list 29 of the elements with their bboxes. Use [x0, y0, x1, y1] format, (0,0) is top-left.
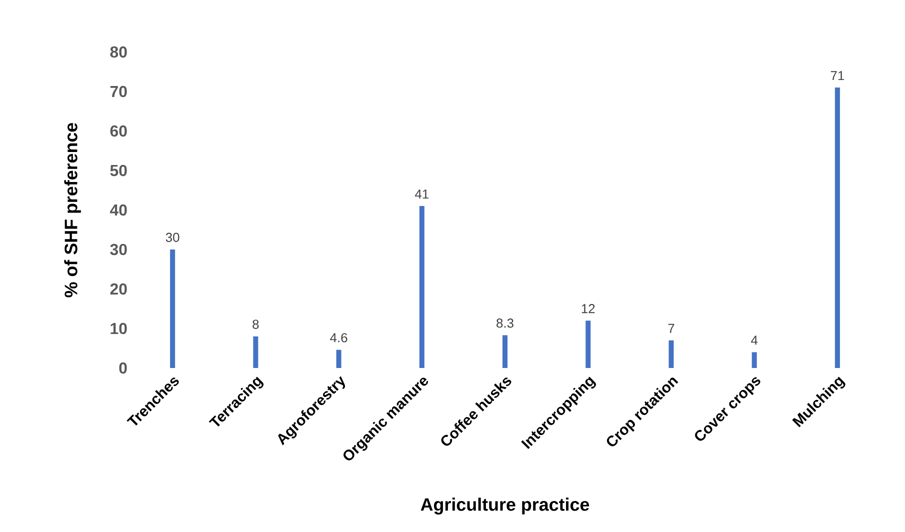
y-tick-label: 50: [110, 164, 127, 176]
y-tick-label: 80: [110, 46, 127, 58]
y-tick-label: 70: [110, 86, 127, 98]
bar: [502, 335, 508, 368]
bar: [668, 340, 674, 368]
data-label: 30: [166, 232, 180, 242]
y-tick-label: 40: [110, 204, 127, 216]
bar: [170, 250, 176, 368]
y-tick-label: 10: [110, 322, 127, 334]
data-label: 4: [751, 336, 758, 345]
data-label: 4.6: [330, 333, 348, 342]
y-axis-title: % of SHF preference: [64, 122, 81, 298]
data-label: 71: [830, 71, 844, 80]
bar: [834, 88, 840, 368]
data-label: 8: [252, 320, 259, 329]
bar: [752, 352, 757, 368]
x-axis-title: Agriculture practice: [420, 498, 590, 514]
data-label: 41: [414, 190, 428, 199]
bar: [336, 350, 342, 368]
bar: [419, 206, 424, 368]
y-tick-label: 20: [110, 283, 127, 295]
data-label: 7: [668, 324, 674, 333]
y-tick-label: 60: [110, 125, 127, 137]
data-label: 8.3: [496, 318, 514, 328]
y-tick-label: 30: [110, 244, 127, 256]
bar: [253, 336, 258, 368]
bar: [586, 320, 591, 368]
data-label: 12: [582, 304, 595, 314]
y-tick-label: 0: [119, 362, 127, 374]
